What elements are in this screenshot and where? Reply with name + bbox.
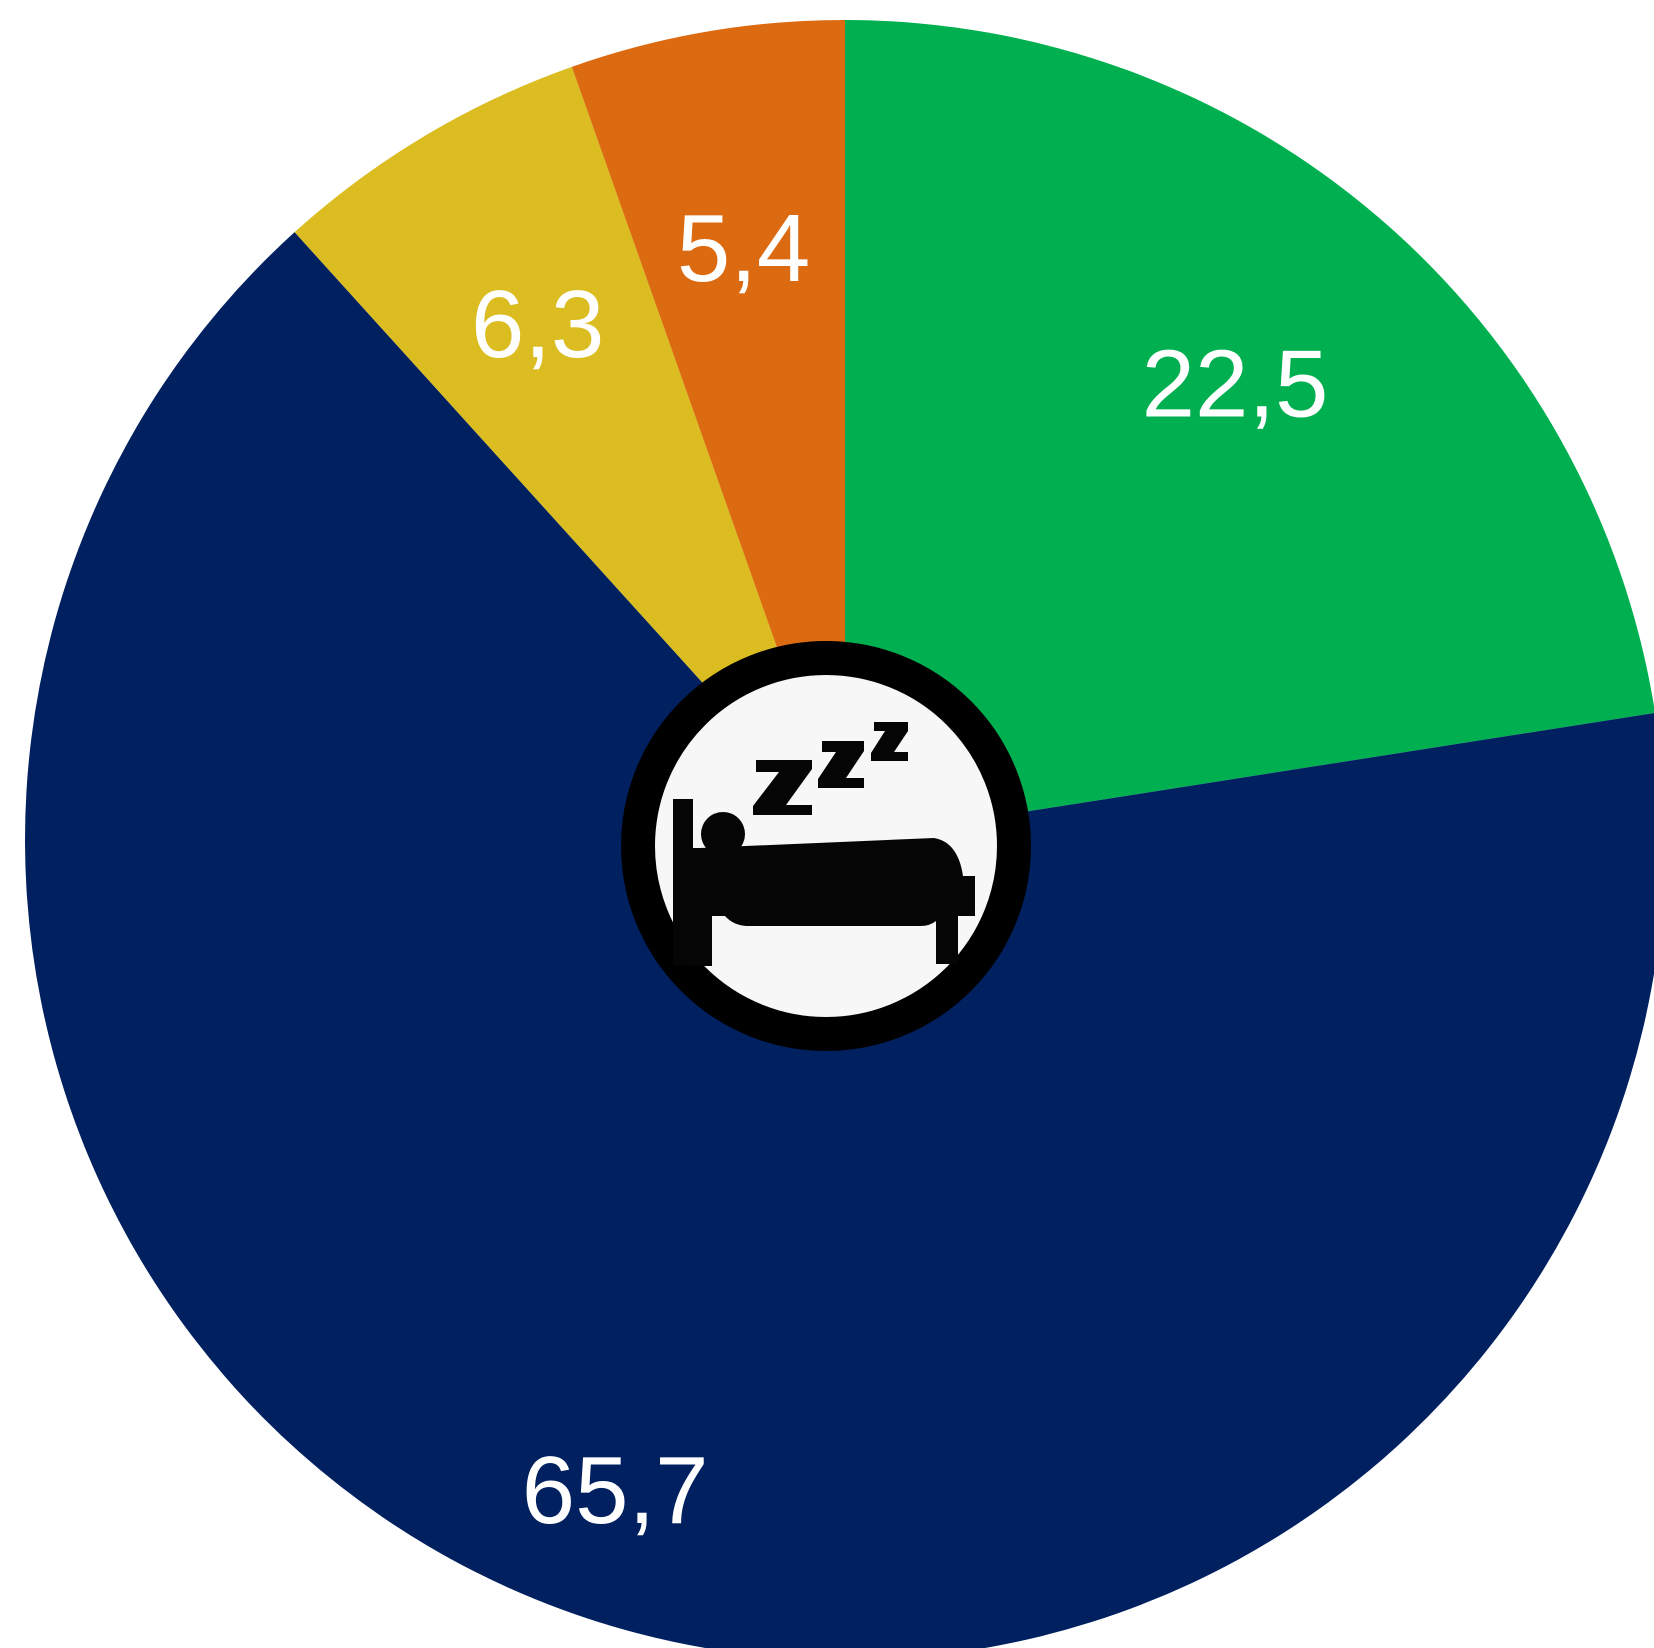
- sleep-icon: [621, 641, 1031, 1051]
- sleeping-person-icon: [684, 838, 975, 966]
- pie-slice: [294, 66, 845, 840]
- pie-slice: [571, 20, 845, 840]
- slice-label: 22,5: [1142, 331, 1329, 438]
- zzz-icon: [753, 722, 908, 815]
- pie-slice: [845, 20, 1654, 840]
- slice-label: 5,4: [677, 195, 810, 302]
- slice-label: 65,7: [522, 1437, 709, 1544]
- sleeper-head-icon: [701, 812, 745, 856]
- slice-label: 6,3: [471, 271, 604, 378]
- slice-labels: 22,5 65,7 6,3 5,4: [471, 195, 1328, 1544]
